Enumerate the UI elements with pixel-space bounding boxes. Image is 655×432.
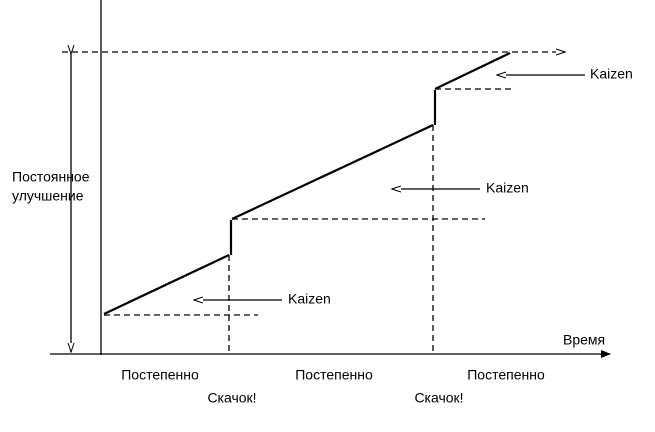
kaizen-label: Kaizen bbox=[486, 180, 529, 196]
y-axis-label: улучшение bbox=[12, 188, 84, 204]
gradual-segment bbox=[434, 52, 511, 90]
kaizen-label: Kaizen bbox=[288, 291, 331, 307]
jump-label: Скачок! bbox=[414, 390, 463, 406]
phase-label: Постепенно bbox=[295, 367, 373, 383]
y-axis-label: Постоянное bbox=[12, 169, 90, 185]
phase-label: Постепенно bbox=[467, 367, 545, 383]
x-axis-label: Время bbox=[563, 332, 605, 348]
gradual-segment bbox=[231, 124, 434, 220]
kaizen-label: Kaizen bbox=[590, 66, 633, 82]
gradual-segment bbox=[103, 254, 230, 315]
jump-label: Скачок! bbox=[207, 390, 256, 406]
phase-label: Постепенно bbox=[121, 367, 199, 383]
